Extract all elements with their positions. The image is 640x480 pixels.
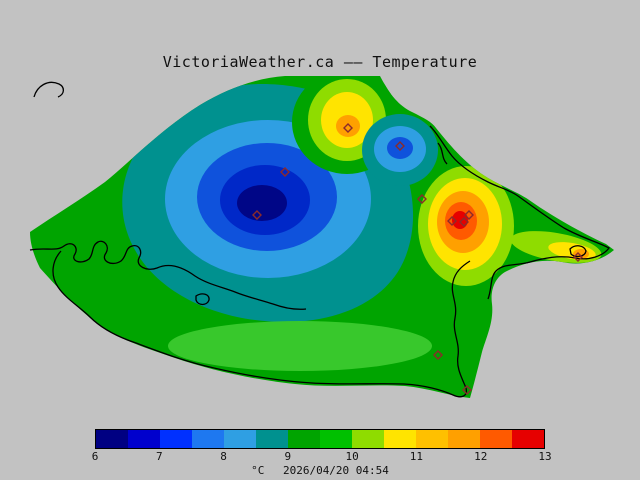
colorbar-segment	[448, 430, 480, 448]
station-marker	[447, 216, 457, 226]
colorbar-segment	[288, 430, 320, 448]
coastline-east-peninsula	[429, 125, 610, 300]
colorbar-segment	[480, 430, 512, 448]
colorbar-segment	[256, 430, 288, 448]
lowland-lightgreen-band	[168, 321, 432, 371]
colorbar-segment	[320, 430, 352, 448]
coolspot-blue-core	[387, 137, 413, 159]
station-marker	[573, 252, 583, 262]
colorbar-segments	[95, 429, 545, 449]
eastwarm-red-core	[452, 211, 468, 229]
colorbar-segment	[224, 430, 256, 448]
station-marker	[395, 141, 405, 151]
station-marker	[417, 194, 427, 204]
coastlines	[29, 81, 610, 398]
colorbar-tick-label: 8	[220, 450, 227, 463]
stations-layer	[252, 123, 583, 395]
colorbar-tick-label: 9	[284, 450, 292, 463]
colorbar-tick-label: 7	[155, 450, 163, 463]
map-title: VictoriaWeather.ca –– Temperature	[162, 53, 478, 71]
colorbar-segment	[416, 430, 448, 448]
colorbar-tick-label: 11	[409, 450, 424, 463]
warmspot-orange-core	[336, 115, 360, 137]
station-marker	[433, 350, 443, 360]
colorbar-segment	[512, 430, 544, 448]
coastline-islet-arc	[33, 81, 65, 98]
coastline-inlet-detail	[437, 142, 448, 165]
colorbar-segment	[160, 430, 192, 448]
colorbar-segment	[192, 430, 224, 448]
contour-navy-core	[237, 185, 287, 221]
colorbar-segment	[384, 430, 416, 448]
colorbar-tick-label: 13	[538, 450, 552, 463]
timestamp-label: 2026/04/20 04:54	[282, 464, 389, 477]
colorbar: 6 7 8 9 10 11 12 13 °C 2026/04/20 04:54	[91, 429, 552, 477]
coastline-island-tip	[569, 245, 587, 258]
coastline-small-island	[195, 293, 210, 306]
coastline-north-shore	[29, 240, 307, 310]
coastline-south-land	[52, 250, 471, 398]
station-marker	[459, 217, 469, 227]
contour-layers	[122, 76, 602, 371]
station-marker	[464, 210, 474, 220]
station-marker	[343, 123, 353, 133]
colorbar-segment	[128, 430, 160, 448]
station-marker	[252, 210, 262, 220]
colorbar-caption: °C 2026/04/20 04:54	[95, 464, 545, 477]
station-marker	[280, 167, 290, 177]
colorbar-ticks: 6 7 8 9 10 11 12 13	[91, 450, 552, 463]
colorbar-segment	[96, 430, 128, 448]
colorbar-tick-label: 12	[474, 450, 488, 463]
colorbar-tick-label: 6	[91, 450, 99, 463]
station-marker	[462, 385, 472, 395]
colorbar-segment	[352, 430, 384, 448]
colorbar-tick-label: 10	[345, 450, 359, 463]
units-label: °C	[251, 464, 265, 477]
